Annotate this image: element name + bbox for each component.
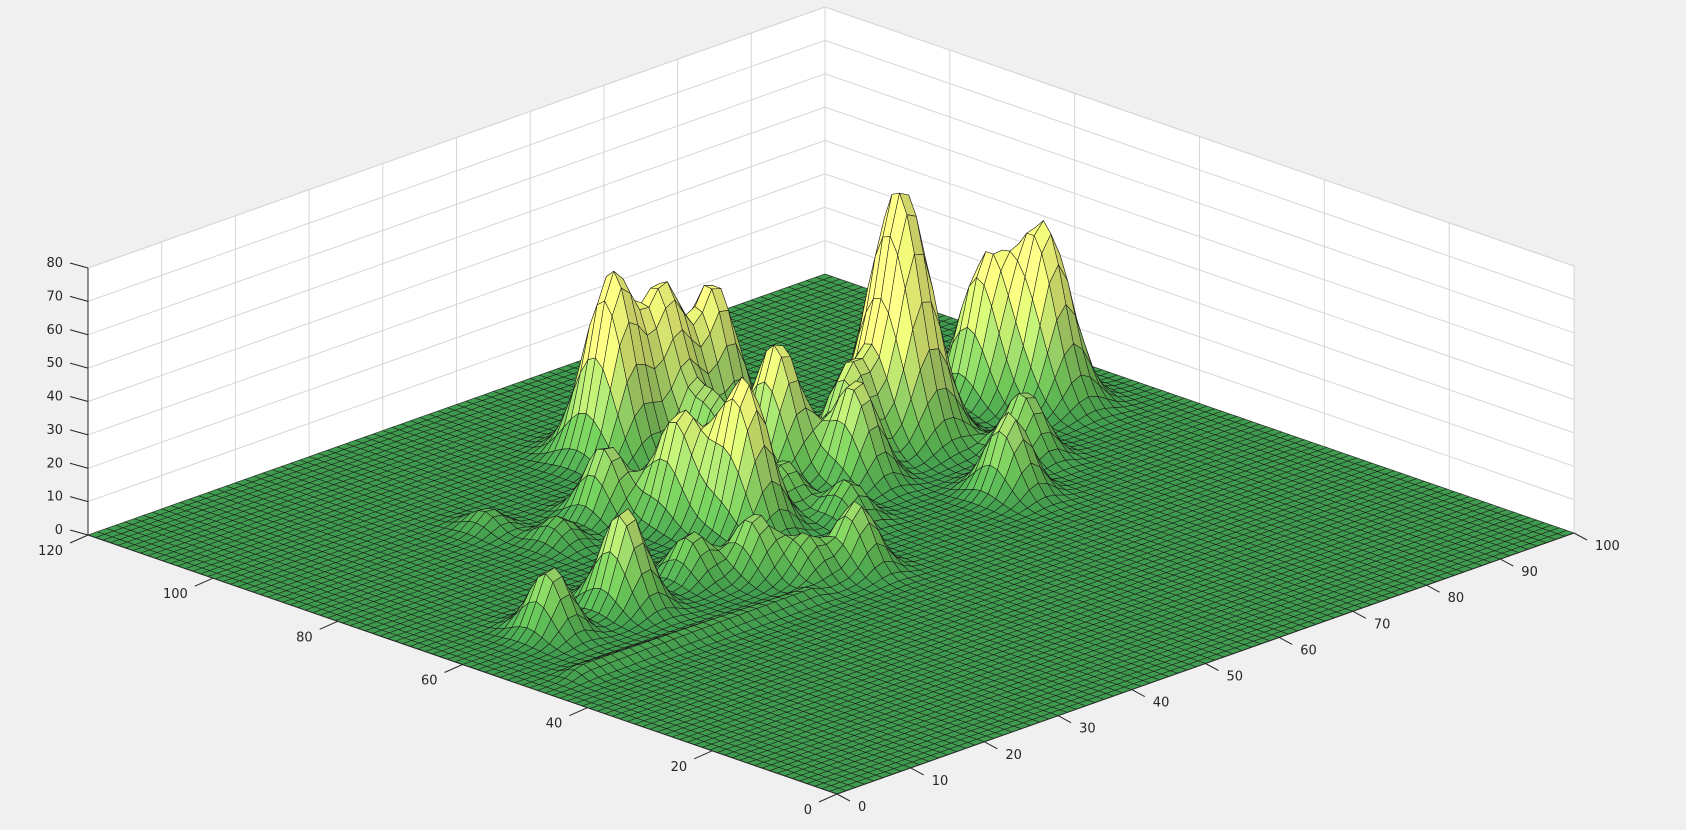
grid-z (87, 39, 1575, 302)
grid-z (87, 240, 1575, 503)
grid-z (87, 6, 1575, 269)
grid-z (87, 206, 1575, 469)
grid-z (87, 173, 1575, 436)
grid-z (87, 139, 1575, 402)
surface-mesh (87, 192, 1575, 795)
grid-z (87, 73, 1575, 336)
grid-z (87, 106, 1575, 369)
